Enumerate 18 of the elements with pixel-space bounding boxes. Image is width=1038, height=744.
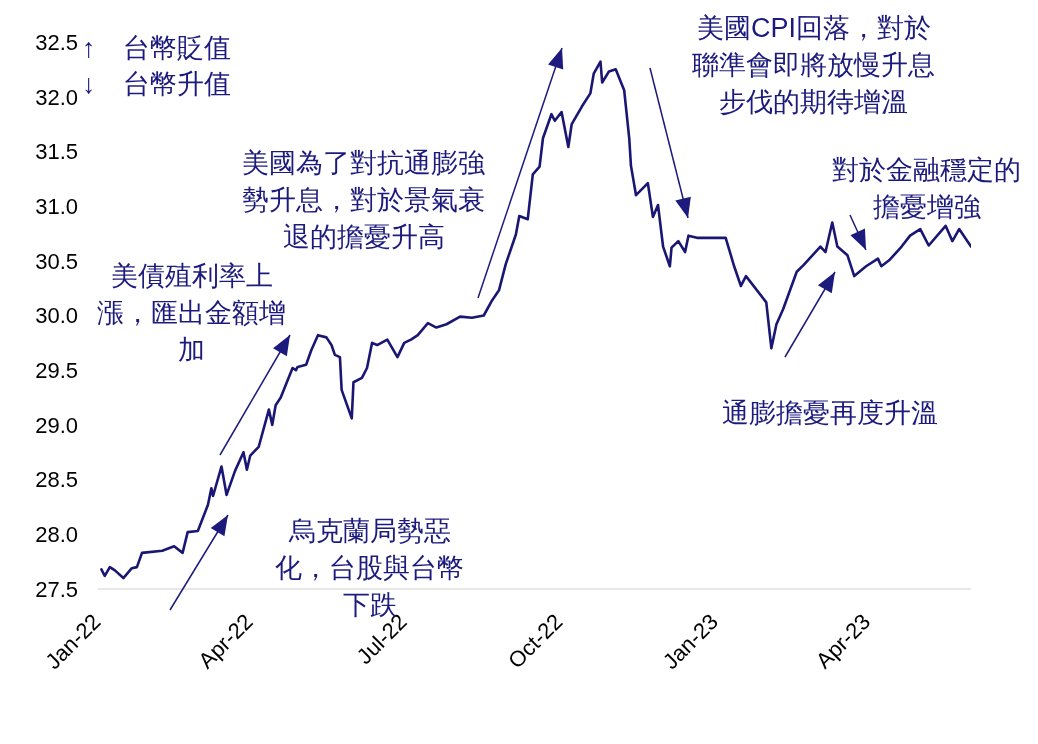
y-tick-label: 28.5 [35,467,78,493]
y-tick-label: 29.5 [35,358,78,384]
annotation: ↑ 台幣貶值 [82,32,231,65]
y-tick-label: 32.0 [35,84,78,110]
annotation: 美國為了對抗通膨強勢升息，對於景氣衰退的擔憂升高 [241,147,487,254]
y-tick-label: 31.5 [35,139,78,165]
annotation: 對於金融穩定的擔憂增強 [831,154,1023,224]
y-tick-label: 30.0 [35,303,78,329]
annotation: ↓ 台幣升值 [82,68,231,101]
y-tick-label: 28.0 [35,522,78,548]
annotation: 美債殖利率上漲，匯出金額增加 [96,260,288,367]
y-tick-label: 27.5 [35,576,78,602]
y-tick-label: 29.0 [35,412,78,438]
annotation: 美國CPI回落，對於聯準會即將放慢升息步伐的期待增溫 [691,12,937,119]
y-tick-label: 31.0 [35,193,78,219]
annotation: 通膨擔憂再度升溫 [721,397,939,430]
y-tick-label: 32.5 [35,29,78,55]
y-tick-label: 30.5 [35,248,78,274]
